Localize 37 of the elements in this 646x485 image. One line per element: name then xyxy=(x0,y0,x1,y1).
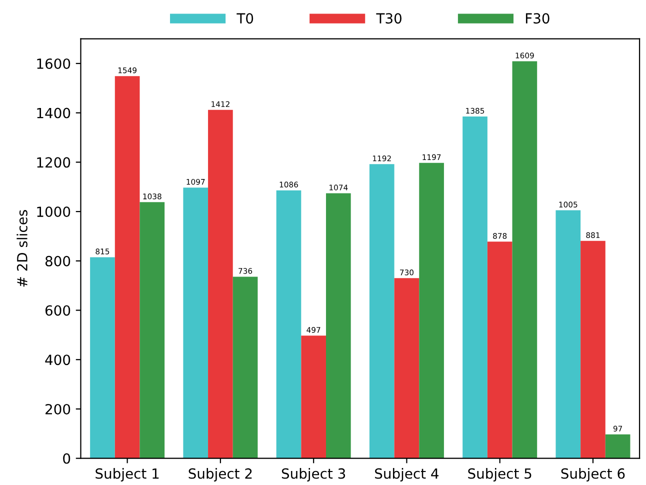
bar xyxy=(232,276,258,458)
x-tick-label: Subject 6 xyxy=(561,468,625,482)
bar xyxy=(276,190,302,458)
bar xyxy=(183,188,208,458)
y-tick-label: 1400 xyxy=(37,108,70,118)
y-tick-label: 0 xyxy=(63,453,70,464)
bar xyxy=(369,164,394,458)
bar xyxy=(512,61,538,458)
bar xyxy=(140,202,165,458)
x-tick-label: Subject 3 xyxy=(282,468,346,482)
bar xyxy=(114,76,140,458)
bar xyxy=(580,240,606,458)
legend-label: T30 xyxy=(376,13,402,24)
bar xyxy=(462,116,488,458)
bar xyxy=(208,110,233,458)
bar xyxy=(301,336,326,458)
legend-label: F30 xyxy=(526,13,550,24)
y-tick-label: 400 xyxy=(45,354,70,366)
bar xyxy=(556,210,581,458)
bar xyxy=(487,242,512,458)
x-tick-label: Subject 1 xyxy=(96,468,159,482)
x-tick-label: Subject 2 xyxy=(188,468,252,482)
y-axis-title: # 2D slices xyxy=(16,210,28,287)
y-tick-label: 1200 xyxy=(37,157,70,168)
bar xyxy=(419,162,444,458)
x-tick-label: Subject 4 xyxy=(375,468,439,482)
y-tick-label: 600 xyxy=(45,305,70,316)
y-tick-label: 1600 xyxy=(37,58,70,69)
y-tick-label: 1000 xyxy=(37,206,70,218)
y-tick-label: 800 xyxy=(45,256,70,266)
bar xyxy=(90,257,115,458)
bar xyxy=(394,278,420,458)
y-tick-label: 200 xyxy=(46,404,70,414)
bar xyxy=(326,193,351,458)
legend-label: T0 xyxy=(236,13,254,24)
x-tick-label: Subject 5 xyxy=(468,468,532,482)
bar xyxy=(605,434,630,458)
